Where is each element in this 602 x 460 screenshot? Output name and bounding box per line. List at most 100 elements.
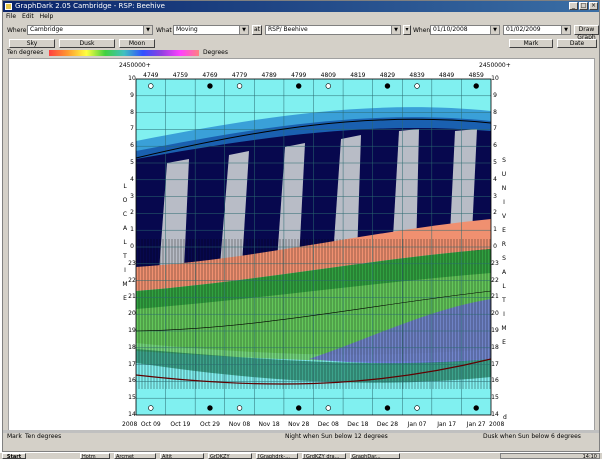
universal-time-letter: S <box>502 157 506 164</box>
menu-help[interactable]: Help <box>39 13 54 20</box>
visibility-chart[interactable] <box>9 59 596 432</box>
universal-time-letter: I <box>503 311 505 318</box>
new-moon-marker <box>414 405 420 411</box>
jd-tick-label: 4809 <box>320 72 336 79</box>
chevron-down-icon[interactable]: ▼ <box>490 26 499 34</box>
status-left-b: Ten degrees <box>25 433 62 440</box>
hour-label-left: 0 <box>130 243 134 250</box>
date-tick-label: Jan 17 <box>437 421 457 428</box>
hour-label-right: 0 <box>493 243 497 250</box>
hour-label-left: 23 <box>128 259 136 267</box>
hour-label-right: 22 <box>491 276 499 284</box>
menu-bar: File Edit Help <box>3 12 599 22</box>
full-moon-marker <box>207 83 213 89</box>
hour-label-left: 10 <box>128 75 136 82</box>
status-left-a: Mark <box>7 433 22 440</box>
full-moon-marker <box>473 83 479 89</box>
dusk-button[interactable]: Dusk <box>59 39 115 48</box>
hour-label-left: 15 <box>128 394 136 402</box>
hour-label-left: 6 <box>130 142 134 150</box>
hour-label-left: 1 <box>130 226 134 234</box>
horizontal-scrollbar[interactable] <box>3 430 599 433</box>
where-label: Where <box>7 27 27 34</box>
new-moon-marker <box>325 405 331 411</box>
date-to-input[interactable]: 01/02/2009 ▼ <box>503 25 571 35</box>
grid-lines <box>136 79 491 415</box>
local-time-letter: L <box>123 239 127 246</box>
task-item[interactable]: Hotm <box>80 453 110 459</box>
jd-tick-label: 4859 <box>468 72 484 79</box>
taskbar: Start Hotm Arcmet Altit GrDKZY [Graphdrk… <box>0 452 602 460</box>
hour-label-right: 23 <box>491 259 499 267</box>
title-bar: GraphDark 2.05 Cambridge - RSP: Beehive … <box>3 1 599 12</box>
task-item[interactable]: Arcmet <box>114 453 156 459</box>
spin-button[interactable]: ▾ <box>403 25 411 35</box>
hour-label-left: 16 <box>128 377 136 385</box>
hour-label-right: 14 <box>491 411 499 418</box>
universal-time-letter: I <box>503 199 505 206</box>
maximize-button[interactable]: □ <box>579 2 588 10</box>
jd-tick-label: 4759 <box>172 72 189 79</box>
jd-tick-label: 4789 <box>261 72 277 79</box>
menu-file[interactable]: File <box>6 13 17 20</box>
task-item[interactable]: GraphDar... <box>350 453 400 459</box>
mark-button[interactable]: Mark <box>509 39 553 48</box>
app-icon <box>5 3 12 10</box>
moon-button[interactable]: Moon <box>119 39 155 48</box>
what-label: What <box>156 27 172 34</box>
hour-label-right: 1 <box>493 226 497 234</box>
chevron-down-icon[interactable]: ▼ <box>561 26 570 34</box>
universal-time-letter: E <box>502 339 506 346</box>
universal-time-letter: T <box>502 297 506 304</box>
hour-label-right: 19 <box>491 327 499 334</box>
hour-label-right: 17 <box>491 360 499 368</box>
at-button[interactable]: at <box>252 25 262 35</box>
sky-button[interactable]: Sky <box>9 39 55 48</box>
task-item[interactable]: Altit <box>160 453 204 459</box>
top-left-label: 2450000+ <box>119 62 151 69</box>
date-button[interactable]: Date <box>557 39 597 48</box>
close-button[interactable]: × <box>589 2 598 10</box>
app-window: GraphDark 2.05 Cambridge - RSP: Beehive … <box>2 0 600 452</box>
hour-label-right: 16 <box>491 377 499 385</box>
chevron-down-icon[interactable]: ▼ <box>239 26 248 34</box>
status-right: Dusk when Sun below 6 degrees <box>483 433 581 440</box>
new-moon-marker <box>414 83 420 89</box>
date-tick-label: Jan 07 <box>407 421 427 428</box>
hour-label-left: 18 <box>128 343 136 351</box>
universal-time-letter: V <box>501 213 507 220</box>
legend-left-label: Ten degrees <box>7 49 44 56</box>
where-select[interactable]: Cambridge ▼ <box>27 25 153 35</box>
task-item[interactable]: [Graphdrk-... <box>256 453 298 459</box>
start-button[interactable]: Start <box>2 453 26 460</box>
moon-phase-markers <box>148 83 479 411</box>
object-select[interactable]: RSP/ Beehive ▼ <box>265 25 401 35</box>
task-item[interactable]: [GrdKZY dra... <box>302 453 346 459</box>
hour-label-right: 9 <box>493 91 497 99</box>
hour-label-right: 6 <box>493 142 497 150</box>
date-from-input[interactable]: 01/10/2008 ▼ <box>430 25 500 35</box>
year-right: 2008 <box>489 421 505 428</box>
hour-label-right: 2 <box>493 209 497 217</box>
status-middle: Night when Sun below 12 degrees <box>285 433 388 440</box>
universal-time-letter: N <box>501 185 507 192</box>
minimize-button[interactable]: _ <box>569 2 578 10</box>
task-item[interactable]: GrDKZY <box>208 453 252 459</box>
chevron-down-icon[interactable]: ▼ <box>143 26 152 34</box>
what-select[interactable]: Moving ▼ <box>173 25 249 35</box>
hour-label-left: 22 <box>128 276 136 284</box>
full-moon-marker <box>384 83 391 89</box>
universal-time-letter: A <box>501 269 507 276</box>
menu-edit[interactable]: Edit <box>22 13 34 20</box>
hour-label-right: 5 <box>493 159 497 166</box>
dawn-curve <box>136 358 491 385</box>
jd-tick-label: 4799 <box>291 72 307 79</box>
local-time-letter: T <box>123 253 127 260</box>
chevron-down-icon[interactable]: ▼ <box>391 26 400 34</box>
date-tick-label: Oct 29 <box>199 421 220 428</box>
draw-graph-button[interactable]: Draw Graph <box>574 25 599 41</box>
hour-label-right: 7 <box>493 125 497 133</box>
clock: 14:10 <box>582 454 597 460</box>
hour-label-left: 5 <box>130 159 134 166</box>
full-moon-marker <box>384 405 391 411</box>
